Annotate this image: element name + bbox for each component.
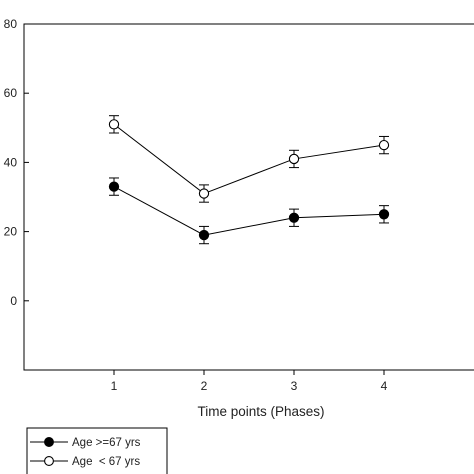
legend-marker	[44, 437, 54, 447]
data-point	[108, 119, 120, 130]
series-layer	[108, 115, 390, 245]
x-tick-label: 4	[381, 379, 388, 393]
data-point	[378, 139, 390, 151]
legend: Age >=67 yrs Age < 67 yrs	[26, 427, 168, 474]
series-line	[113, 186, 385, 236]
plot-frame	[23, 23, 474, 371]
data-point	[198, 229, 210, 241]
y-tick-label: 60	[4, 86, 18, 100]
series-line	[113, 123, 385, 195]
x-axis-title: Time points (Phases)	[197, 404, 324, 419]
x-tick-label: 3	[291, 379, 298, 393]
y-tick-label: 80	[4, 17, 18, 31]
y-tick-label: 0	[10, 294, 17, 308]
data-point	[108, 181, 120, 192]
legend-box	[26, 427, 168, 474]
data-point	[288, 212, 300, 223]
y-axis: 0 20 40 60 80	[4, 17, 29, 308]
series-2	[108, 115, 390, 203]
data-point	[288, 153, 300, 165]
x-tick-label: 2	[201, 379, 208, 393]
data-point	[378, 209, 390, 220]
legend-label: Age < 67 yrs	[72, 456, 140, 468]
legend-marker	[44, 456, 54, 466]
y-tick-label: 40	[4, 155, 18, 169]
data-point	[198, 188, 210, 199]
legend-label: Age >=67 yrs	[72, 437, 141, 449]
series-1	[108, 177, 390, 245]
y-tick-label: 20	[4, 225, 18, 239]
x-axis: 1 2 3 4	[111, 370, 388, 393]
x-tick-label: 1	[111, 379, 118, 393]
